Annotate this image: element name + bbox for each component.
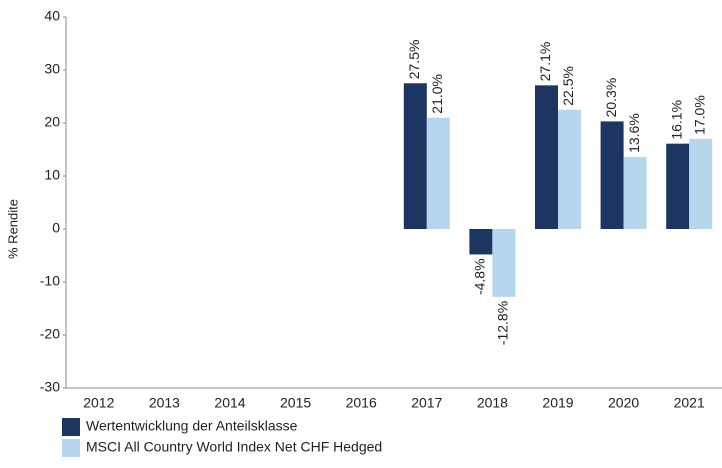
legend-label: Wertentwicklung der Anteilsklasse: [86, 418, 298, 434]
legend-swatch: [62, 439, 80, 457]
y-tick-label: 20: [44, 114, 60, 130]
x-tick-label: 2014: [214, 395, 245, 411]
legend-label: MSCI All Country World Index Net CHF Hed…: [86, 439, 382, 455]
y-axis-label: % Rendite: [5, 199, 20, 259]
bar: [403, 83, 427, 229]
y-tick-label: 40: [44, 8, 60, 24]
bar: [623, 156, 647, 229]
y-tick-label: -20: [40, 326, 60, 342]
x-tick-label: 2015: [280, 395, 311, 411]
y-tick-label: 10: [44, 167, 60, 183]
x-tick-label: 2020: [608, 395, 639, 411]
bar: [492, 229, 516, 297]
x-tick-label: 2012: [83, 395, 114, 411]
value-label: 21.0%: [429, 74, 445, 114]
x-tick-label: 2019: [542, 395, 573, 411]
bar: [535, 85, 558, 230]
y-tick-label: 0: [52, 220, 60, 236]
value-label: 22.5%: [560, 66, 576, 106]
x-tick-label: 2018: [477, 395, 508, 411]
x-tick-label: 2016: [346, 395, 377, 411]
value-label: -12.8%: [495, 301, 511, 345]
bar: [666, 143, 690, 229]
x-tick-label: 2021: [674, 395, 705, 411]
bar: [426, 117, 450, 229]
value-label: 16.1%: [668, 100, 684, 140]
value-label: 27.5%: [406, 40, 422, 80]
x-tick-label: 2017: [411, 395, 442, 411]
bar: [600, 121, 624, 229]
y-tick-label: 30: [44, 61, 60, 77]
x-tick-label: 2013: [149, 395, 180, 411]
legend-swatch: [62, 418, 80, 436]
value-label: -4.8%: [472, 258, 488, 295]
y-tick-label: -10: [40, 273, 60, 289]
value-label: 27.1%: [537, 42, 553, 82]
bar: [558, 109, 581, 229]
value-label: 20.3%: [603, 78, 619, 118]
value-label: 17.0%: [691, 95, 707, 135]
y-tick-label: -30: [40, 379, 60, 395]
value-label: 13.6%: [626, 113, 642, 153]
bar: [469, 229, 493, 255]
bar: [689, 138, 713, 229]
